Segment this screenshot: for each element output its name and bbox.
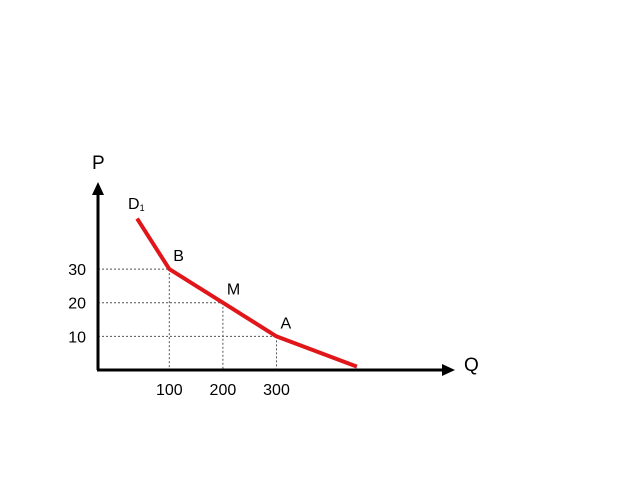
curve-label-base: D (128, 196, 140, 213)
x-tick-label-200: 200 (210, 382, 237, 399)
point-label-a: A (281, 315, 292, 332)
y-tick-label-30: 30 (68, 262, 86, 279)
y-tick-label-20: 20 (68, 296, 86, 313)
demand-curve-group (135, 217, 358, 369)
point-label-m: M (227, 282, 240, 299)
x-tick-label-300: 300 (263, 382, 290, 399)
axes (92, 182, 455, 376)
demand-curve-line (135, 217, 358, 369)
x-tick-label-100: 100 (156, 382, 183, 399)
curve-label-subscript: 1 (140, 203, 145, 213)
y-axis-label: P (92, 153, 105, 174)
x-axis-label: Q (464, 355, 479, 376)
chart-labels: P Q D1 10 20 30 100 200 300 B M A (68, 153, 479, 399)
y-axis-arrow-icon (92, 182, 104, 195)
guide-lines (98, 268, 277, 370)
x-axis-arrow-icon (442, 364, 455, 376)
y-tick-label-10: 10 (68, 329, 86, 346)
curve-label: D1 (128, 196, 145, 213)
point-label-b: B (173, 248, 184, 265)
